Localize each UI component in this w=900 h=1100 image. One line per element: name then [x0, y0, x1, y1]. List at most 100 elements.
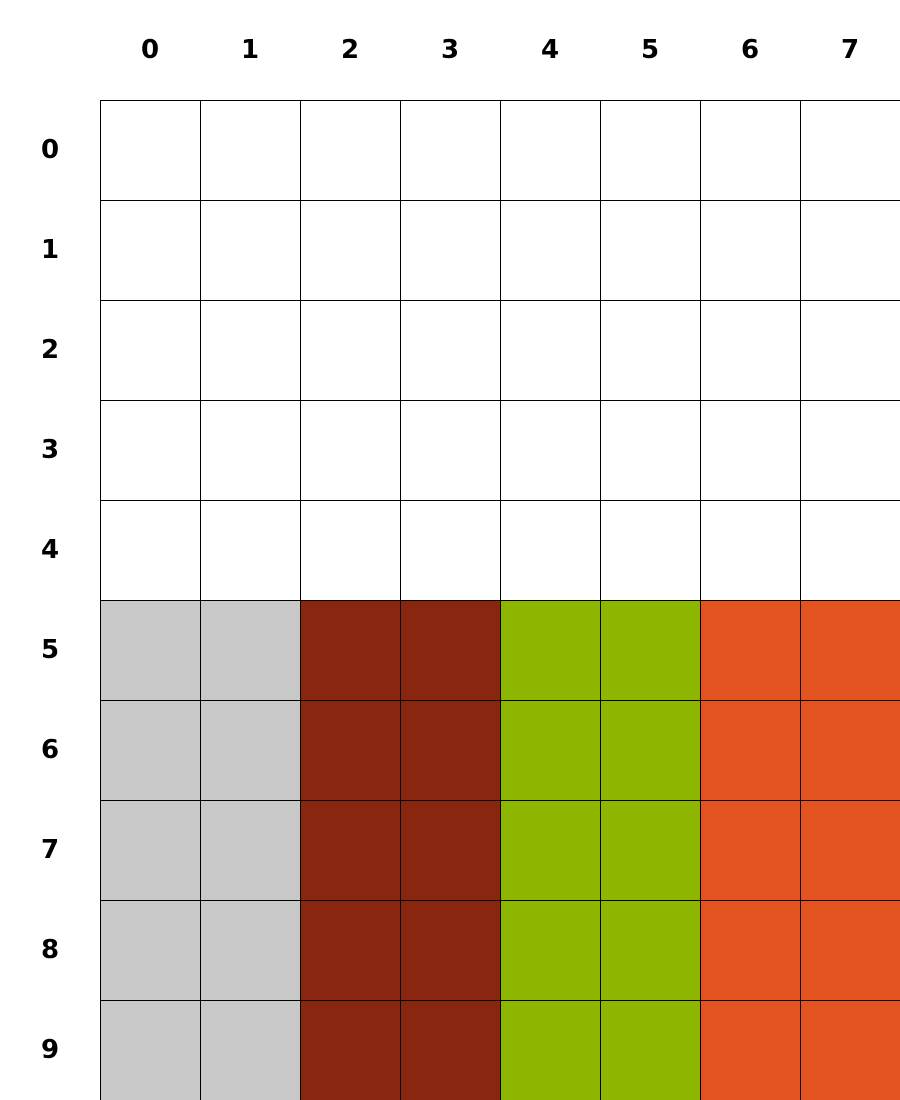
board-cell-r1-c5[interactable]: [600, 200, 700, 300]
board-cell-r7-c6[interactable]: [700, 800, 800, 900]
board-cell-r4-c5[interactable]: [600, 500, 700, 600]
board-cell-r5-c7[interactable]: [800, 600, 900, 700]
board-cell-r5-c1[interactable]: [200, 600, 300, 700]
board-cell-r2-c3[interactable]: [400, 300, 500, 400]
board-cell-r7-c3[interactable]: [400, 800, 500, 900]
row-label-6: 6: [40, 735, 60, 765]
board-cell-r4-c3[interactable]: [400, 500, 500, 600]
board-cell-r3-c2[interactable]: [300, 400, 400, 500]
board-cell-r5-c0[interactable]: [100, 600, 200, 700]
board-cell-r8-c0[interactable]: [100, 900, 200, 1000]
column-label-1: 1: [240, 35, 260, 65]
board-cell-r7-c5[interactable]: [600, 800, 700, 900]
column-label-0: 0: [140, 35, 160, 65]
board-cell-r7-c0[interactable]: [100, 800, 200, 900]
board-cell-r4-c6[interactable]: [700, 500, 800, 600]
board-cell-r8-c2[interactable]: [300, 900, 400, 1000]
board-cell-r5-c3[interactable]: [400, 600, 500, 700]
board-cell-r4-c2[interactable]: [300, 500, 400, 600]
board-cell-r1-c1[interactable]: [200, 200, 300, 300]
board-cell-r2-c1[interactable]: [200, 300, 300, 400]
board-cell-r3-c5[interactable]: [600, 400, 700, 500]
board-cell-r9-c0[interactable]: [100, 1000, 200, 1100]
column-label-6: 6: [740, 35, 760, 65]
column-label-7: 7: [840, 35, 860, 65]
board-cell-r0-c4[interactable]: [500, 100, 600, 200]
board-cell-r9-c6[interactable]: [700, 1000, 800, 1100]
board-cell-r3-c3[interactable]: [400, 400, 500, 500]
board-cell-r6-c1[interactable]: [200, 700, 300, 800]
board-cell-r1-c0[interactable]: [100, 200, 200, 300]
board-cell-r1-c6[interactable]: [700, 200, 800, 300]
board-cell-r9-c2[interactable]: [300, 1000, 400, 1100]
board-cell-r7-c4[interactable]: [500, 800, 600, 900]
board-cell-r8-c4[interactable]: [500, 900, 600, 1000]
board-cell-r5-c4[interactable]: [500, 600, 600, 700]
board-cell-r0-c1[interactable]: [200, 100, 300, 200]
board-cell-r7-c7[interactable]: [800, 800, 900, 900]
board-cell-r5-c6[interactable]: [700, 600, 800, 700]
board-cell-r0-c0[interactable]: [100, 100, 200, 200]
board-cell-r7-c1[interactable]: [200, 800, 300, 900]
board-cell-r3-c7[interactable]: [800, 400, 900, 500]
board-cell-r0-c5[interactable]: [600, 100, 700, 200]
board-cell-r8-c5[interactable]: [600, 900, 700, 1000]
row-label-1: 1: [40, 235, 60, 265]
column-label-5: 5: [640, 35, 660, 65]
board-cell-r0-c3[interactable]: [400, 100, 500, 200]
board-cell-r2-c7[interactable]: [800, 300, 900, 400]
board-cell-r2-c6[interactable]: [700, 300, 800, 400]
board-cell-r8-c6[interactable]: [700, 900, 800, 1000]
row-label-4: 4: [40, 535, 60, 565]
board-cell-r6-c7[interactable]: [800, 700, 900, 800]
board-cell-r7-c2[interactable]: [300, 800, 400, 900]
column-label-3: 3: [440, 35, 460, 65]
row-label-9: 9: [40, 1035, 60, 1065]
board-cell-r2-c4[interactable]: [500, 300, 600, 400]
row-label-8: 8: [40, 935, 60, 965]
column-label-4: 4: [540, 35, 560, 65]
board-cell-r3-c0[interactable]: [100, 400, 200, 500]
board-cell-r1-c3[interactable]: [400, 200, 500, 300]
board-cell-r6-c5[interactable]: [600, 700, 700, 800]
board-cell-r9-c5[interactable]: [600, 1000, 700, 1100]
row-label-0: 0: [40, 135, 60, 165]
board-cell-r8-c7[interactable]: [800, 900, 900, 1000]
board-cell-r1-c7[interactable]: [800, 200, 900, 300]
board-cell-r6-c6[interactable]: [700, 700, 800, 800]
board-cell-r2-c5[interactable]: [600, 300, 700, 400]
board-cell-r9-c7[interactable]: [800, 1000, 900, 1100]
board-cell-r3-c1[interactable]: [200, 400, 300, 500]
board-cell-r0-c2[interactable]: [300, 100, 400, 200]
board-cell-r4-c0[interactable]: [100, 500, 200, 600]
board-cell-r6-c3[interactable]: [400, 700, 500, 800]
board-cell-r4-c1[interactable]: [200, 500, 300, 600]
board-cell-r3-c4[interactable]: [500, 400, 600, 500]
board-cell-r9-c3[interactable]: [400, 1000, 500, 1100]
board-cell-r6-c2[interactable]: [300, 700, 400, 800]
board-corner: [0, 0, 100, 100]
board-cell-r4-c7[interactable]: [800, 500, 900, 600]
board-cell-r6-c0[interactable]: [100, 700, 200, 800]
board-cell-r0-c7[interactable]: [800, 100, 900, 200]
board-cell-r3-c6[interactable]: [700, 400, 800, 500]
row-label-2: 2: [40, 335, 60, 365]
row-label-7: 7: [40, 835, 60, 865]
board-cell-r5-c2[interactable]: [300, 600, 400, 700]
board-cell-r0-c6[interactable]: [700, 100, 800, 200]
board-cell-r4-c4[interactable]: [500, 500, 600, 600]
board-cell-r9-c1[interactable]: [200, 1000, 300, 1100]
board-cell-r5-c5[interactable]: [600, 600, 700, 700]
board-cell-r2-c0[interactable]: [100, 300, 200, 400]
board-cell-r1-c4[interactable]: [500, 200, 600, 300]
board-cell-r9-c4[interactable]: [500, 1000, 600, 1100]
board-cell-r2-c2[interactable]: [300, 300, 400, 400]
column-label-2: 2: [340, 35, 360, 65]
board-cell-r8-c3[interactable]: [400, 900, 500, 1000]
board-cell-r1-c2[interactable]: [300, 200, 400, 300]
row-label-3: 3: [40, 435, 60, 465]
board-cell-r8-c1[interactable]: [200, 900, 300, 1000]
row-label-5: 5: [40, 635, 60, 665]
board-cell-r6-c4[interactable]: [500, 700, 600, 800]
